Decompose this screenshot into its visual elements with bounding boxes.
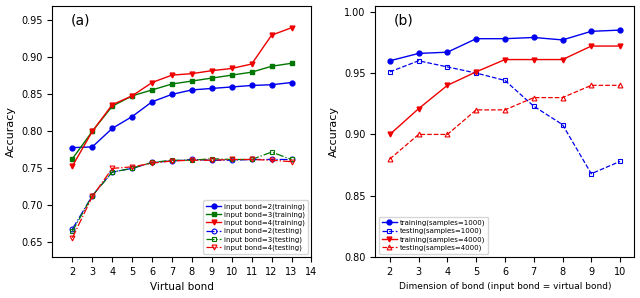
Text: (a): (a) xyxy=(70,13,90,27)
Legend: training(samples=1000), testing(samples=1000), training(samples=4000), testing(s: training(samples=1000), testing(samples=… xyxy=(379,217,488,254)
Text: (b): (b) xyxy=(394,13,413,27)
Y-axis label: Accuracy: Accuracy xyxy=(329,106,339,157)
X-axis label: Virtual bond: Virtual bond xyxy=(150,283,214,292)
Y-axis label: Accuracy: Accuracy xyxy=(6,106,15,157)
Legend: input bond=2(training), input bond=3(training), input bond=4(training), input bo: input bond=2(training), input bond=3(tra… xyxy=(204,201,308,254)
X-axis label: Dimension of bond (input bond = virtual bond): Dimension of bond (input bond = virtual … xyxy=(399,283,611,291)
